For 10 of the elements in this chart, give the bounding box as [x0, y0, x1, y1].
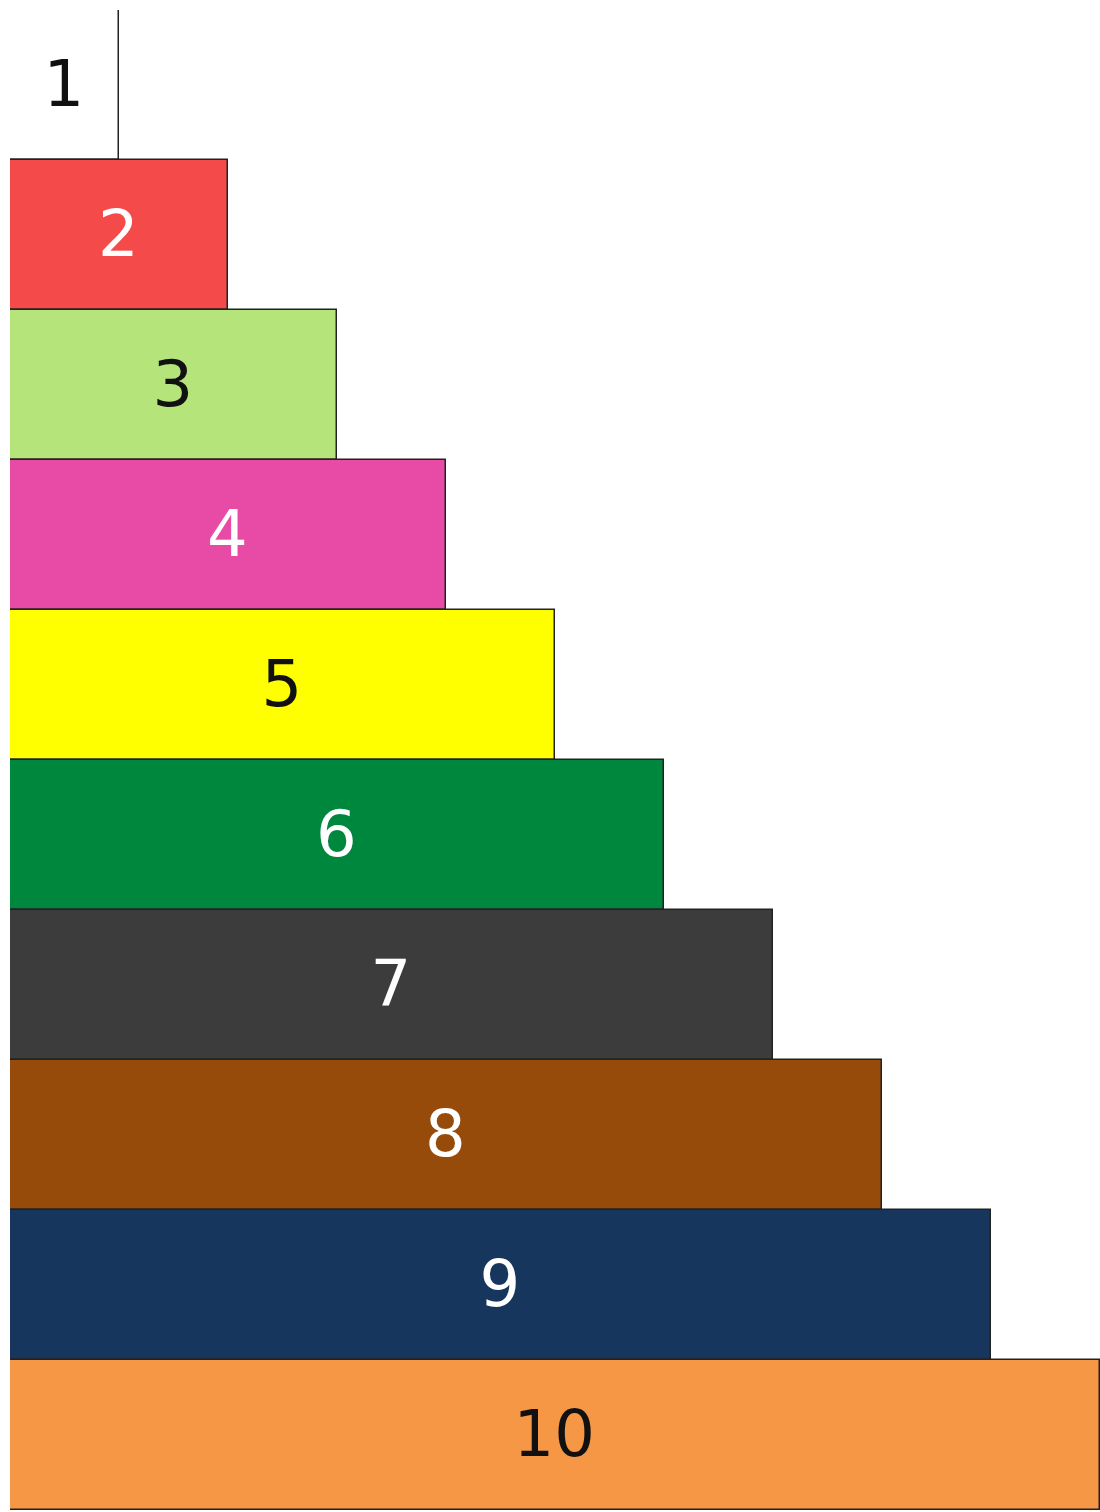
data-label: 5 — [261, 647, 303, 722]
data-label: 6 — [315, 797, 357, 872]
data-label: 10 — [513, 1397, 595, 1472]
data-label: 4 — [206, 497, 248, 572]
data-label: 3 — [152, 347, 194, 422]
data-label: 9 — [479, 1247, 521, 1322]
data-label: 2 — [97, 197, 139, 272]
data-label: 7 — [370, 947, 412, 1022]
data-label: 1 — [43, 47, 85, 122]
data-label: 8 — [424, 1097, 466, 1172]
